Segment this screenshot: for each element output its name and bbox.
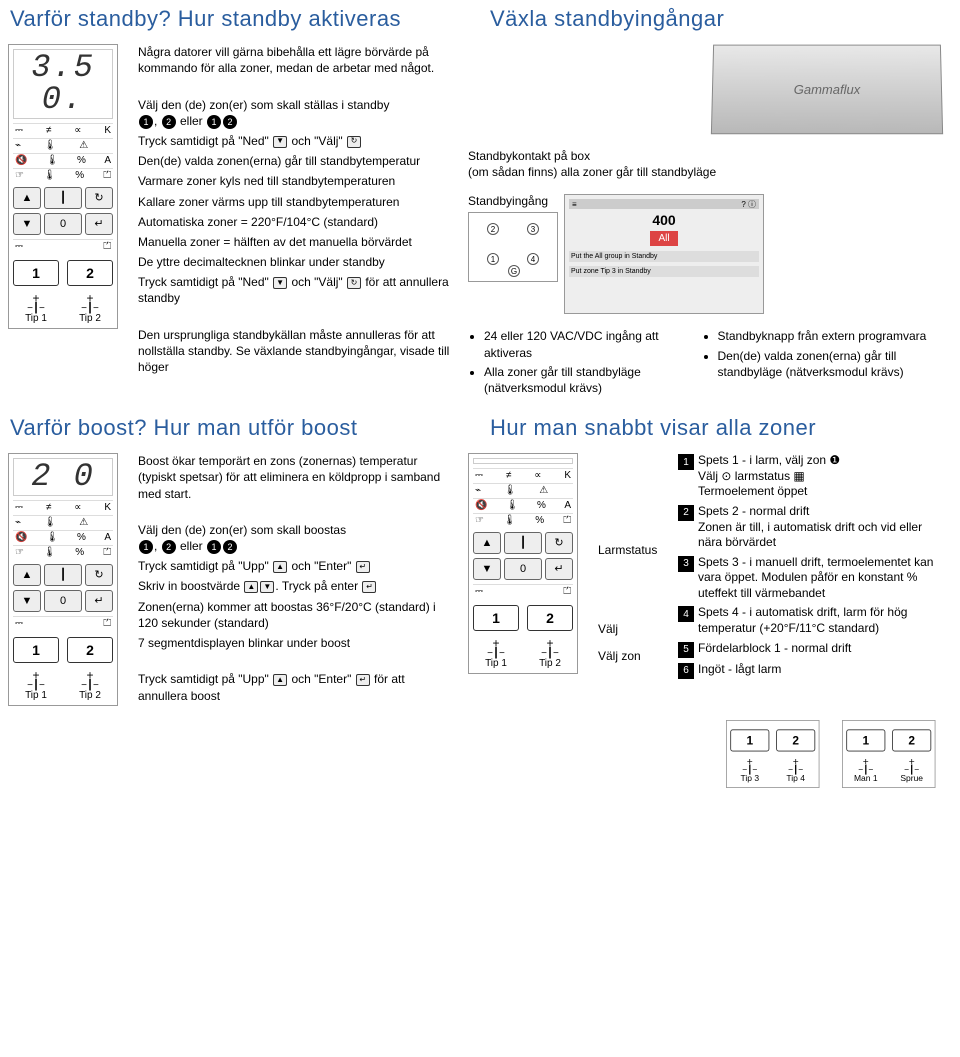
heading-standby: Varför standby? Hur standby aktiveras	[10, 6, 470, 32]
heading-boost: Varför boost? Hur man utför boost	[10, 415, 470, 441]
standby-step-3: Den(de) valda zonen(erna) går till stand…	[138, 153, 452, 169]
standby-step-4: Varmare zoner kyls ned till standbytempe…	[138, 173, 452, 189]
zone-step-3: 3Spets 3 - i manuell drift, termoelement…	[678, 555, 942, 602]
tip-1-indicator: +−┃−Tip 1	[13, 292, 59, 324]
icon-row-2: ⌁🌡⚠	[13, 138, 113, 153]
boost-step-1: Välj den (de) zon(er) som skall boostas …	[138, 522, 452, 554]
heading-toggle-standby: Växla standbyingångar	[490, 6, 950, 32]
controller-panel-extra-1: 12 +−┃−Tip 3 +−┃−Tip 4	[726, 720, 820, 788]
controller-panel-extra-2: 12 +−┃−Man 1 +−┃−Sprue	[842, 720, 936, 788]
standby-step-2: Tryck samtidigt på "Ned" ▼ och "Välj" ↻	[138, 133, 452, 149]
controller-panel-standby: 3.5 0. ⎓≠∝K ⌁🌡⚠ 🔇🌡%A ☞🌡%⏍ ▲ ┃ ↻ ▼ 0 ↵ ⎓⏍	[8, 44, 118, 329]
label-valj: Välj	[598, 616, 662, 642]
tip-2-indicator: +−┃−Tip 2	[67, 292, 113, 324]
down-button[interactable]: ▼	[13, 590, 41, 612]
zone-1-button[interactable]: 1	[13, 260, 59, 286]
label-valjzon: Välj zon	[598, 643, 662, 669]
boost-intro: Boost ökar temporärt en zons (zonernas) …	[138, 453, 452, 502]
zone-step-1: 1Spets 1 - i larm, välj zon ❶ Välj ⊙ lar…	[678, 453, 942, 500]
bullets-right: Standbyknapp från extern programvara Den…	[702, 328, 930, 383]
zone-step-2: 2Spets 2 - normal drift Zonen är till, i…	[678, 504, 942, 551]
mid1-button[interactable]: ┃	[44, 187, 82, 209]
up-button[interactable]: ▲	[13, 564, 41, 586]
controller-panel-boost: 2 0 ⎓≠∝K ⌁🌡⚠ 🔇🌡%A ☞🌡%⏍ ▲ ┃ ↻ ▼ 0 ↵ ⎓⏍ 1	[8, 453, 118, 706]
zone-1-button[interactable]: 1	[13, 637, 59, 663]
standby-contact-text: Standbykontakt på box (om sådan finns) a…	[468, 148, 942, 180]
bullets-left: 24 eller 120 VAC/VDC ingång att aktivera…	[468, 328, 696, 399]
zone-2-button[interactable]: 2	[67, 637, 113, 663]
icon-row-5: ⎓⏍	[13, 239, 113, 254]
zone-step-5: 5Fördelarblock 1 - normal drift	[678, 641, 942, 658]
zone-step-6: 6Ingöt - lågt larm	[678, 662, 942, 679]
enter-button[interactable]: ↵	[85, 213, 113, 235]
controller-panel-zones: ⎓≠∝K ⌁🌡⚠ 🔇🌡%A ☞🌡%⏍ ▲ ┃ ↻ ▼ 0 ↵ ⎓⏍ 1 2	[468, 453, 578, 674]
label-larmstatus: Larmstatus	[598, 537, 662, 563]
standby-step-6: Automatiska zoner = 220°F/104°C (standar…	[138, 214, 452, 230]
cycle-button[interactable]: ↻	[85, 187, 113, 209]
annul-text: Den ursprungliga standbykällan måste ann…	[138, 327, 452, 376]
connector-label: Standbyingång	[468, 194, 558, 208]
standby-step-9: Tryck samtidigt på "Ned" ▼ och "Välj" ↻ …	[138, 274, 452, 306]
up-button[interactable]: ▲	[13, 187, 41, 209]
icon-row-1: ⎓≠∝K	[13, 123, 113, 138]
boost-step-4: Zonen(erna) kommer att boostas 36°F/20°C…	[138, 599, 452, 631]
mid0-button[interactable]: 0	[44, 213, 82, 235]
seven-seg-display-boost: 2 0	[13, 458, 113, 496]
boost-step-5: 7 segmentdisplayen blinkar under boost	[138, 635, 452, 651]
standby-step-5: Kallare zoner värms upp till standbytemp…	[138, 194, 452, 210]
seven-seg-display-zones	[473, 458, 573, 464]
down-button[interactable]: ▼	[13, 213, 41, 235]
boost-step-6: Tryck samtidigt på "Upp" ▲ och "Enter" ↵…	[138, 671, 452, 703]
zone-step-4: 4Spets 4 - i automatisk drift, larm för …	[678, 605, 942, 636]
connector-diagram: 2 3 1 4 G	[468, 212, 558, 282]
boost-step-3: Skriv in boostvärde ▲▼. Tryck på enter ↵	[138, 578, 452, 594]
heading-view-zones: Hur man snabbt visar alla zoner	[490, 415, 950, 441]
standby-step-8: De yttre decimaltecknen blinkar under st…	[138, 254, 452, 270]
boost-step-2: Tryck samtidigt på "Upp" ▲ och "Enter" ↵	[138, 558, 452, 574]
device-image: Gammaflux	[711, 45, 943, 135]
standby-step-1: Välj den (de) zon(er) som skall ställas …	[138, 97, 452, 129]
standby-step-7: Manuella zoner = hälften av det manuella…	[138, 234, 452, 250]
icon-row-4: ☞🌡%⏍	[13, 168, 113, 183]
software-screenshot: ≡? ⓘ 400 All Put the All group in Standb…	[564, 194, 764, 314]
zone-2-button[interactable]: 2	[67, 260, 113, 286]
intro-text: Några datorer vill gärna bibehålla ett l…	[138, 44, 452, 76]
seven-seg-display: 3.5 0.	[13, 49, 113, 119]
icon-row-3: 🔇🌡%A	[13, 153, 113, 168]
